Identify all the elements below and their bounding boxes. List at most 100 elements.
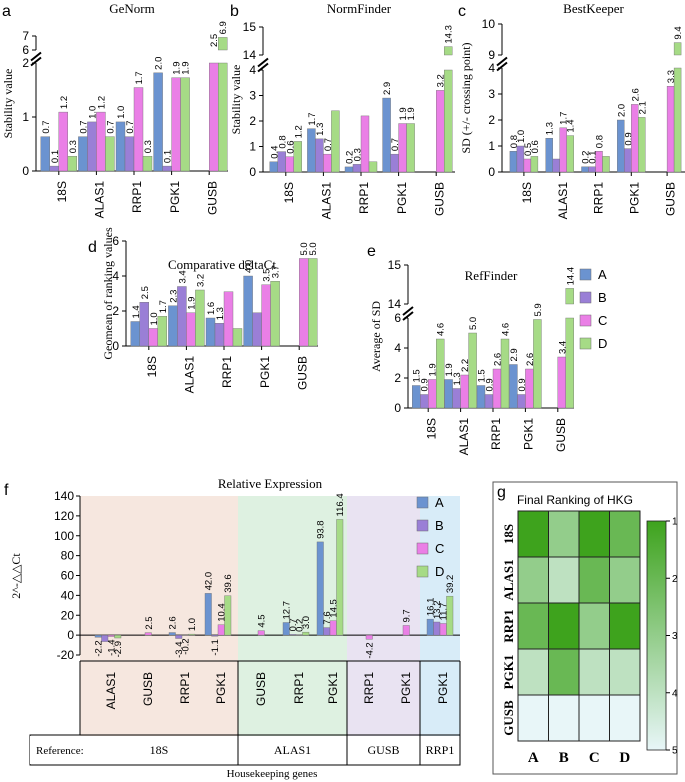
value-label-f: -2.9 <box>113 641 124 657</box>
heatmap-cell-18S-D <box>609 510 641 558</box>
y-tick-label-f: 100 <box>54 529 74 543</box>
reference-name-ALAS1: ALAS1 <box>274 743 311 757</box>
bar-b-PGK1-B <box>390 153 399 173</box>
row-label-18S: 18S <box>501 524 516 544</box>
bar-d-ALAS1-A <box>168 305 178 347</box>
x-tick-label-c: ALAS1 <box>556 182 570 220</box>
x-tick-label-e: 18S <box>424 418 438 439</box>
value-label-a: 0.7 <box>41 120 52 133</box>
legend-swatch-D <box>416 565 429 578</box>
value-label-f: 39.6 <box>223 574 234 593</box>
bar-a-ALAS1-A <box>78 136 88 172</box>
chart-title-f: Relative Expression <box>218 476 323 491</box>
bar-e-GUSB-D <box>565 317 574 409</box>
bar-c-ALAS1-B <box>552 158 560 173</box>
reference-name-18S: 18S <box>150 743 169 757</box>
heatmap-cell-RRP1-A <box>517 602 549 650</box>
value-label-d: 3.2 <box>195 274 206 287</box>
y-axis-label-c: SD (+/- crossing point) <box>459 42 473 153</box>
x-tick-label-d: 18S <box>145 356 159 377</box>
reference-group-bg-ALAS1 <box>238 496 347 736</box>
value-label-e: 14.4 <box>565 267 576 286</box>
x-tick-label-f: PGK1 <box>399 672 413 704</box>
value-label-d: 1.0 <box>149 312 160 325</box>
value-label-c: 0.5 <box>523 143 534 156</box>
bar-e-PGK1-C <box>525 368 534 409</box>
value-label-d: 3.4 <box>177 270 188 283</box>
value-label-d: 5.0 <box>299 242 310 255</box>
chart-title-e: RefFinder <box>465 268 518 283</box>
x-tick-label-f: GUSB <box>254 672 268 706</box>
col-label-D: D <box>619 750 630 766</box>
chart-title-d: Comparative deltaCt <box>168 257 276 272</box>
y-tick-label-f: 60 <box>61 569 75 583</box>
value-label-f: 1.0 <box>187 618 198 631</box>
value-label-f: 2.5 <box>144 616 155 629</box>
row-label-PGK1: PGK1 <box>501 655 516 690</box>
value-label-a: 6.9 <box>218 21 229 34</box>
bar-e-ALAS1-D <box>468 332 477 409</box>
panel-label-a: a <box>2 3 11 20</box>
value-label-e: 0.9 <box>420 378 431 391</box>
bar-c-GUSB-C <box>666 85 675 173</box>
bar-f-PGK1-D <box>336 519 344 636</box>
bar-a-RRP1-D <box>142 156 153 172</box>
bar-e-18S-B <box>420 394 429 409</box>
bar-b-RRP1-B <box>352 164 362 173</box>
chart-title-a: GeNorm <box>109 1 155 16</box>
value-label-d: 2.3 <box>168 290 179 303</box>
bar-a-RRP1-A <box>115 121 126 172</box>
value-label-f: -1.4 <box>107 640 118 656</box>
y-tick-label-b: 15 <box>243 20 257 34</box>
y-tick-label-d: 0 <box>112 339 119 353</box>
bar-f-PGK1-B <box>433 621 441 636</box>
axis-break-mark <box>257 57 269 68</box>
value-label-e: 1.3 <box>452 372 463 385</box>
y-tick-label-e: 14 <box>388 297 402 311</box>
bar-a-18S-B <box>49 165 59 172</box>
heatmap-cell-GUSB-D <box>609 694 641 742</box>
legend-label-C: C <box>435 541 444 556</box>
value-label-f: -1.1 <box>210 639 221 655</box>
bar-b-18S-C <box>285 156 294 173</box>
y-tick-label-d: 2 <box>112 304 119 318</box>
panel-label-e: e <box>367 243 376 260</box>
bar-d-GUSB-D <box>308 258 318 347</box>
bar-d-ALAS1-B <box>177 286 187 347</box>
bar-d-GUSB-C <box>299 258 309 347</box>
value-label-d: 5.0 <box>308 242 319 255</box>
value-label-b: 14.3 <box>444 25 455 44</box>
value-label-f: 10.4 <box>217 603 228 622</box>
y-tick-label-e: 0 <box>394 401 401 415</box>
bar-d-PGK1-A <box>243 275 253 347</box>
value-label-f: -3.4 <box>174 642 185 658</box>
bar-f-ALAS1-A <box>94 634 102 638</box>
panel-d: d Comparative deltaCt Geomean of ranking v… <box>88 227 319 393</box>
value-label-f: 12.7 <box>282 601 293 620</box>
bar-b-GUSB-C <box>436 90 445 173</box>
legend-label-B: B <box>435 518 444 533</box>
y-axis-label-a: Stability value <box>1 69 15 139</box>
bar-f-GUSB-C <box>144 632 152 636</box>
legend-label-D: D <box>598 336 607 351</box>
bar-a-GUSB-D <box>217 62 228 172</box>
bar-f-RRP1-C <box>365 634 373 640</box>
bar-d-RRP1-C <box>223 291 234 347</box>
bar-a-PGK1-B <box>162 165 172 172</box>
bar-c-PGK1-A <box>617 119 625 173</box>
x-tick-label-b: ALAS1 <box>320 182 334 220</box>
value-label-c: 1.3 <box>545 122 556 135</box>
value-label-f: 7.6 <box>322 611 333 624</box>
value-label-f: 42.0 <box>204 572 215 591</box>
heatmap-cell-18S-B <box>548 510 580 558</box>
y-tick-label-a: 2 <box>22 56 29 70</box>
value-label-e: 1.5 <box>412 369 423 382</box>
value-label-a: 0.7 <box>78 120 89 133</box>
y-tick-label-c: 10 <box>482 17 496 31</box>
value-label-e: 2.6 <box>493 353 504 366</box>
value-label-c: 0.6 <box>530 140 541 153</box>
value-label-a: 2.5 <box>209 34 220 47</box>
bar-f-RRP1-D <box>188 633 196 636</box>
heatmap-cell-ALAS1-A <box>517 556 549 604</box>
bar-f-GUSB-C <box>257 630 265 636</box>
